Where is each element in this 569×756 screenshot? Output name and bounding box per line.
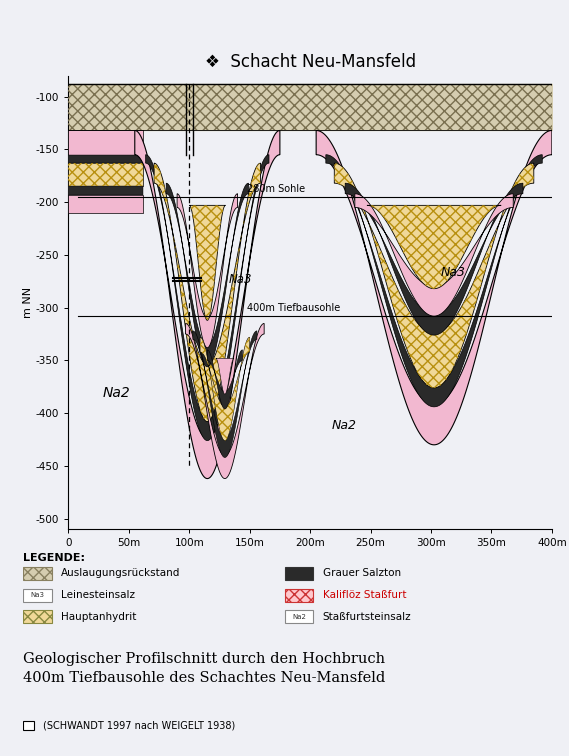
Polygon shape (189, 206, 225, 321)
Bar (23, 721, 34, 730)
Polygon shape (335, 163, 534, 388)
Text: Grauer Salzton: Grauer Salzton (323, 569, 401, 578)
Polygon shape (326, 155, 542, 407)
Bar (284, 588, 314, 602)
Polygon shape (345, 183, 523, 335)
Y-axis label: m NN: m NN (23, 287, 33, 318)
Text: Geologischer Profilschnitt durch den Hochbruch
400m Tiefbausohle des Schachtes N: Geologischer Profilschnitt durch den Hoc… (23, 652, 385, 685)
Bar (284, 567, 314, 580)
Polygon shape (207, 350, 242, 409)
Text: Na3: Na3 (441, 266, 465, 279)
Text: Staßfurtsteinsalz: Staßfurtsteinsalz (323, 612, 411, 621)
Text: Na2: Na2 (332, 419, 357, 432)
Polygon shape (185, 324, 264, 479)
Text: Auslaugungsrückstand: Auslaugungsrückstand (61, 569, 180, 578)
Bar (23, 610, 52, 623)
Text: 280m Sohle: 280m Sohle (247, 184, 306, 194)
Text: Kaliflöz Staßfurt: Kaliflöz Staßfurt (323, 590, 406, 600)
Polygon shape (135, 131, 280, 479)
Polygon shape (177, 194, 238, 348)
Polygon shape (367, 206, 501, 289)
Text: (SCHWANDT 1997 nach WEIGELT 1938): (SCHWANDT 1997 nach WEIGELT 1938) (43, 720, 235, 731)
Bar (23, 588, 52, 602)
Polygon shape (146, 155, 269, 441)
Text: Hauptanhydrit: Hauptanhydrit (61, 612, 137, 621)
Polygon shape (316, 131, 552, 445)
Text: Leinesteinsalz: Leinesteinsalz (61, 590, 135, 600)
Polygon shape (355, 194, 513, 316)
Title: ❖  Schacht Neu-Mansfeld: ❖ Schacht Neu-Mansfeld (204, 53, 416, 71)
Text: Na3: Na3 (229, 274, 253, 287)
Text: Na3: Na3 (30, 592, 44, 598)
Polygon shape (200, 337, 250, 441)
Text: 400m Tiefbausohle: 400m Tiefbausohle (247, 303, 340, 313)
Text: Na2: Na2 (292, 614, 306, 620)
Text: Na2: Na2 (102, 386, 130, 401)
Polygon shape (193, 331, 257, 457)
Text: LEGENDE:: LEGENDE: (23, 553, 85, 563)
Polygon shape (216, 358, 234, 394)
Polygon shape (154, 163, 261, 422)
Bar (284, 610, 314, 623)
Polygon shape (166, 183, 249, 367)
Bar (23, 567, 52, 580)
